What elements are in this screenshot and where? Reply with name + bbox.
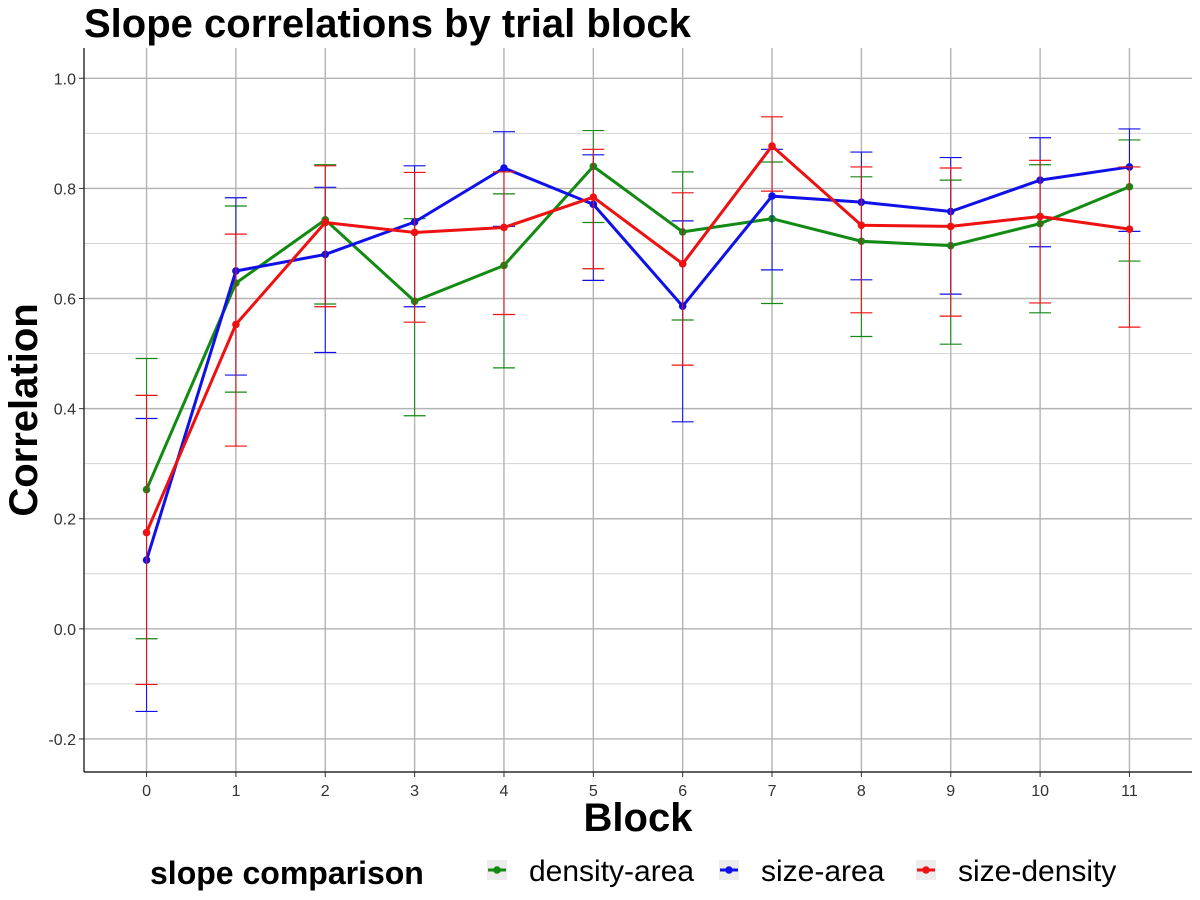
legend-key-point xyxy=(922,866,930,874)
legend-label: size-area xyxy=(761,855,885,888)
legend-item-size-area: size-area xyxy=(719,855,885,888)
y-tick-label: 0.6 xyxy=(54,292,76,309)
x-axis-title: Block xyxy=(584,796,694,840)
y-tick-label: 1.0 xyxy=(54,71,76,88)
x-tick-label: 2 xyxy=(321,783,330,800)
legend-key-point xyxy=(725,866,733,874)
x-tick-label: 9 xyxy=(946,783,955,800)
legend-label: density-area xyxy=(529,855,694,888)
data-point xyxy=(142,528,151,537)
x-tick-label: 11 xyxy=(1121,783,1138,800)
series-density-area xyxy=(135,129,1141,640)
legend-item-size-density: size-density xyxy=(916,855,1116,888)
x-axis-ticks: 0 1 2 3 4 5 6 7 8 9 10 11 xyxy=(142,772,1138,800)
data-point xyxy=(678,260,687,268)
data-point xyxy=(1125,225,1134,233)
y-tick-label: -0.2 xyxy=(48,732,76,749)
legend-key-point xyxy=(493,866,501,874)
data-point xyxy=(768,142,776,150)
data-point xyxy=(589,193,598,202)
series-line xyxy=(145,164,1131,491)
x-tick-label: 7 xyxy=(768,783,777,800)
series-size-density xyxy=(135,116,1141,686)
y-tick-label: 0.0 xyxy=(54,622,76,639)
x-tick-label: 10 xyxy=(1031,783,1049,800)
series-group xyxy=(135,116,1141,713)
legend-item-density-area: density-area xyxy=(487,855,694,888)
y-tick-label: 0.2 xyxy=(54,512,76,529)
legend-items: density-area size-area size-density xyxy=(487,855,1116,888)
x-tick-label: 6 xyxy=(678,783,687,800)
series-size-area xyxy=(135,128,1141,713)
legend-label: size-density xyxy=(958,855,1116,888)
series-line xyxy=(145,165,1130,561)
data-point xyxy=(1036,212,1044,221)
data-point xyxy=(946,222,955,231)
x-tick-label: 3 xyxy=(410,783,419,800)
chart-title: Slope correlations by trial block xyxy=(84,2,692,46)
data-point xyxy=(500,223,508,232)
grid xyxy=(84,48,1192,772)
data-point xyxy=(232,320,240,329)
legend-title: slope comparison xyxy=(150,855,424,891)
x-tick-label: 1 xyxy=(231,783,240,800)
y-tick-label: 0.8 xyxy=(54,181,76,198)
legend: slope comparison density-area size-area si… xyxy=(150,855,1116,891)
y-axis-title: Correlation xyxy=(2,303,46,516)
data-point xyxy=(500,164,508,172)
data-point xyxy=(321,218,330,227)
series-line xyxy=(145,144,1130,534)
data-point xyxy=(410,228,419,237)
y-tick-label: 0.4 xyxy=(54,402,76,419)
x-tick-label: 4 xyxy=(500,783,509,800)
x-tick-label: 5 xyxy=(589,783,598,800)
x-tick-label: 0 xyxy=(142,783,151,800)
data-point xyxy=(857,221,866,230)
data-point xyxy=(768,192,776,200)
y-axis-ticks: -0.2 0.0 0.2 0.4 0.6 0.8 1.0 xyxy=(48,71,84,749)
x-tick-label: 8 xyxy=(857,783,866,800)
